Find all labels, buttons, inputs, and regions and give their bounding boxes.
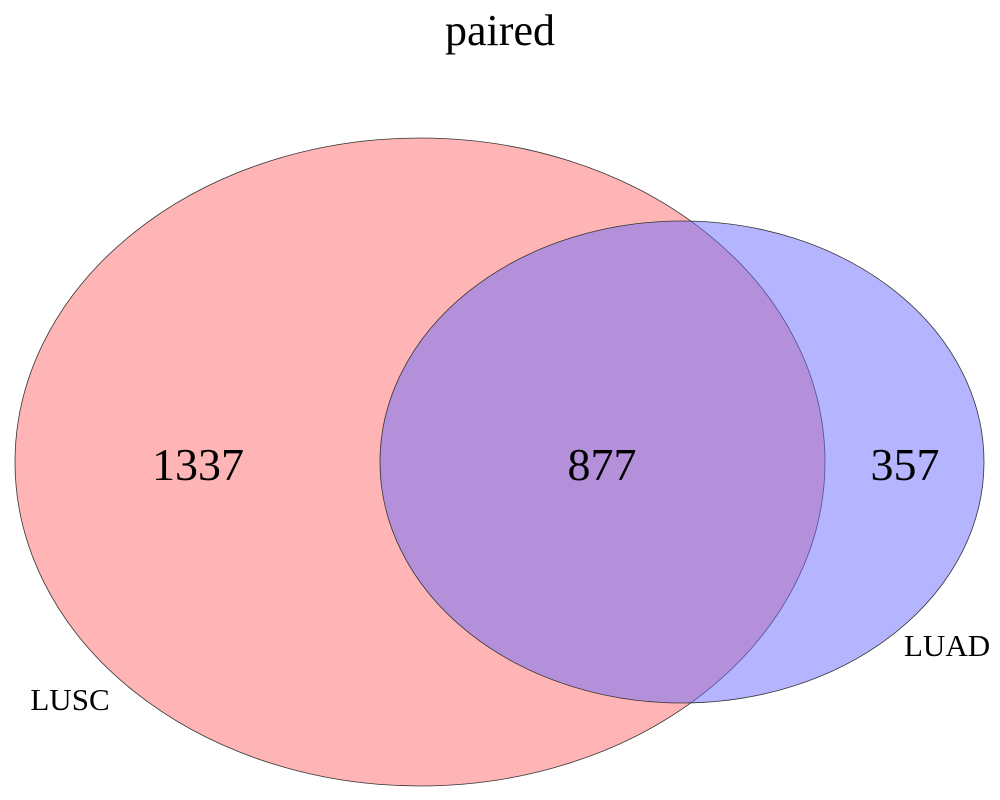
count-lusc-only: 1337 <box>152 439 244 490</box>
set-label-lusc: LUSC <box>30 682 109 717</box>
chart-title: paired <box>445 6 555 55</box>
count-intersection: 877 <box>568 439 637 490</box>
set-luad-ellipse <box>379 220 985 704</box>
count-luad-only: 357 <box>871 439 940 490</box>
set-label-luad: LUAD <box>904 628 990 663</box>
